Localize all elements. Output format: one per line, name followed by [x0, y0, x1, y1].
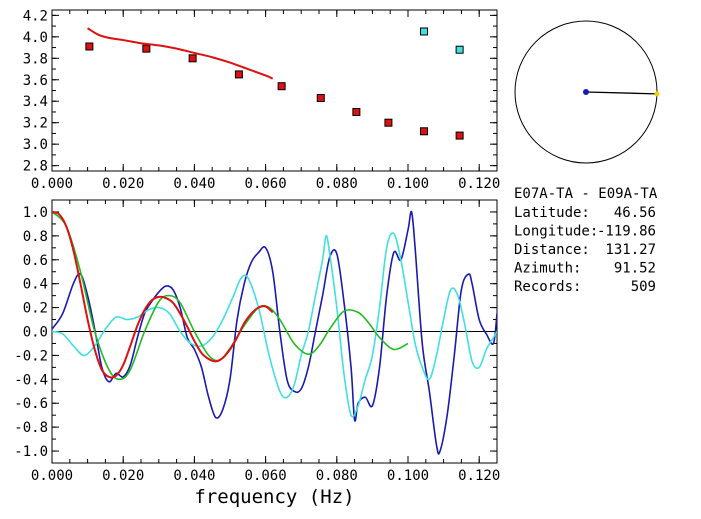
red-marker: [384, 118, 393, 127]
azimuth-line: [585, 91, 657, 95]
x-tick-label: 0.000: [31, 176, 73, 192]
x-tick-label: 0.060: [245, 468, 287, 484]
y-tick-label: 4.0: [23, 30, 48, 46]
x-tick-label: 0.100: [387, 468, 429, 484]
red-series-line: [52, 210, 274, 379]
azimuth-map: [514, 20, 660, 164]
plot-area: [85, 27, 464, 140]
x-tick-label: 0.100: [387, 176, 429, 192]
info-label: Distance:: [514, 242, 590, 258]
red-marker: [420, 127, 429, 136]
x-tick-label: 0.040: [173, 176, 215, 192]
y-tick-label: 0.0: [23, 325, 48, 341]
cyan-marker: [420, 27, 429, 36]
x-tick-label: 0.000: [31, 468, 73, 484]
x-tick-label: 0.120: [458, 176, 500, 192]
coherency-chart: 0.000 0.020 0.040 0.060 0.080 0.100 0.120 1.0 0.…: [14, 199, 500, 508]
y-tick-label: 2.8: [23, 159, 48, 175]
info-label: Azimuth:: [514, 261, 581, 277]
phase-velocity-chart: 0.000 0.020 0.040 0.060 0.080 0.100 0.120 2.8 3.…: [23, 8, 501, 192]
station-info: E07A-TA - E09A-TA Latitude: 46.56 Longitud…: [514, 186, 658, 295]
x-tick-label: 0.020: [102, 468, 144, 484]
red-marker: [188, 54, 197, 63]
cyan-series-line: [52, 232, 497, 418]
x-tick-label: 0.080: [316, 468, 358, 484]
plot-frame: [51, 9, 498, 172]
info-label: Latitude:: [514, 205, 590, 221]
info-label: Longitude:: [514, 224, 598, 240]
info-value: 131.27: [605, 242, 656, 258]
red-marker: [85, 42, 94, 51]
y-tick-label: 0.6: [23, 253, 48, 269]
y-tick-label: 3.2: [23, 116, 48, 132]
x-tick-label: 0.080: [316, 176, 358, 192]
y-tick-label: -1.0: [14, 444, 48, 460]
station-center-dot: [583, 89, 589, 95]
y-tick-label: 4.2: [23, 8, 48, 24]
red-marker: [142, 44, 151, 53]
x-tick-label: 0.060: [245, 176, 287, 192]
red-marker: [234, 70, 243, 79]
x-tick-label: 0.020: [102, 176, 144, 192]
y-tick-label: -0.8: [14, 420, 48, 436]
y-tick-label: 3.8: [23, 51, 48, 67]
y-tick-label: 0.2: [23, 301, 48, 317]
red-series-line: [87, 27, 274, 80]
info-value: -119.86: [597, 224, 656, 240]
red-marker: [277, 82, 286, 91]
y-tick-label: -0.4: [14, 372, 48, 388]
x-tick-label: 0.040: [173, 468, 215, 484]
y-tick-label: 3.6: [23, 73, 48, 89]
info-value: 91.52: [614, 261, 656, 277]
y-tick-label: 1.0: [23, 205, 48, 221]
navy-series-line: [52, 210, 497, 455]
y-tick-label: 3.4: [23, 94, 48, 110]
y-tick-label: -0.2: [14, 348, 48, 364]
plot-area: [52, 210, 497, 455]
red-marker: [455, 131, 464, 140]
x-axis-label: frequency (Hz): [194, 486, 354, 508]
y-tick-label: 0.4: [23, 277, 48, 293]
red-marker: [352, 107, 361, 116]
green-series-line: [52, 211, 409, 381]
red-marker: [316, 94, 325, 103]
info-value: 46.56: [614, 205, 656, 221]
y-tick-label: -0.6: [14, 396, 48, 412]
y-tick-label: 3.0: [23, 137, 48, 153]
station-pair-title: E07A-TA - E09A-TA: [514, 186, 658, 202]
y-tick-label: 0.8: [23, 229, 48, 245]
info-value: 509: [631, 279, 656, 295]
info-label: Records:: [514, 279, 581, 295]
x-tick-label: 0.120: [458, 468, 500, 484]
cyan-marker: [455, 45, 464, 54]
station-end-dot: [654, 91, 660, 97]
